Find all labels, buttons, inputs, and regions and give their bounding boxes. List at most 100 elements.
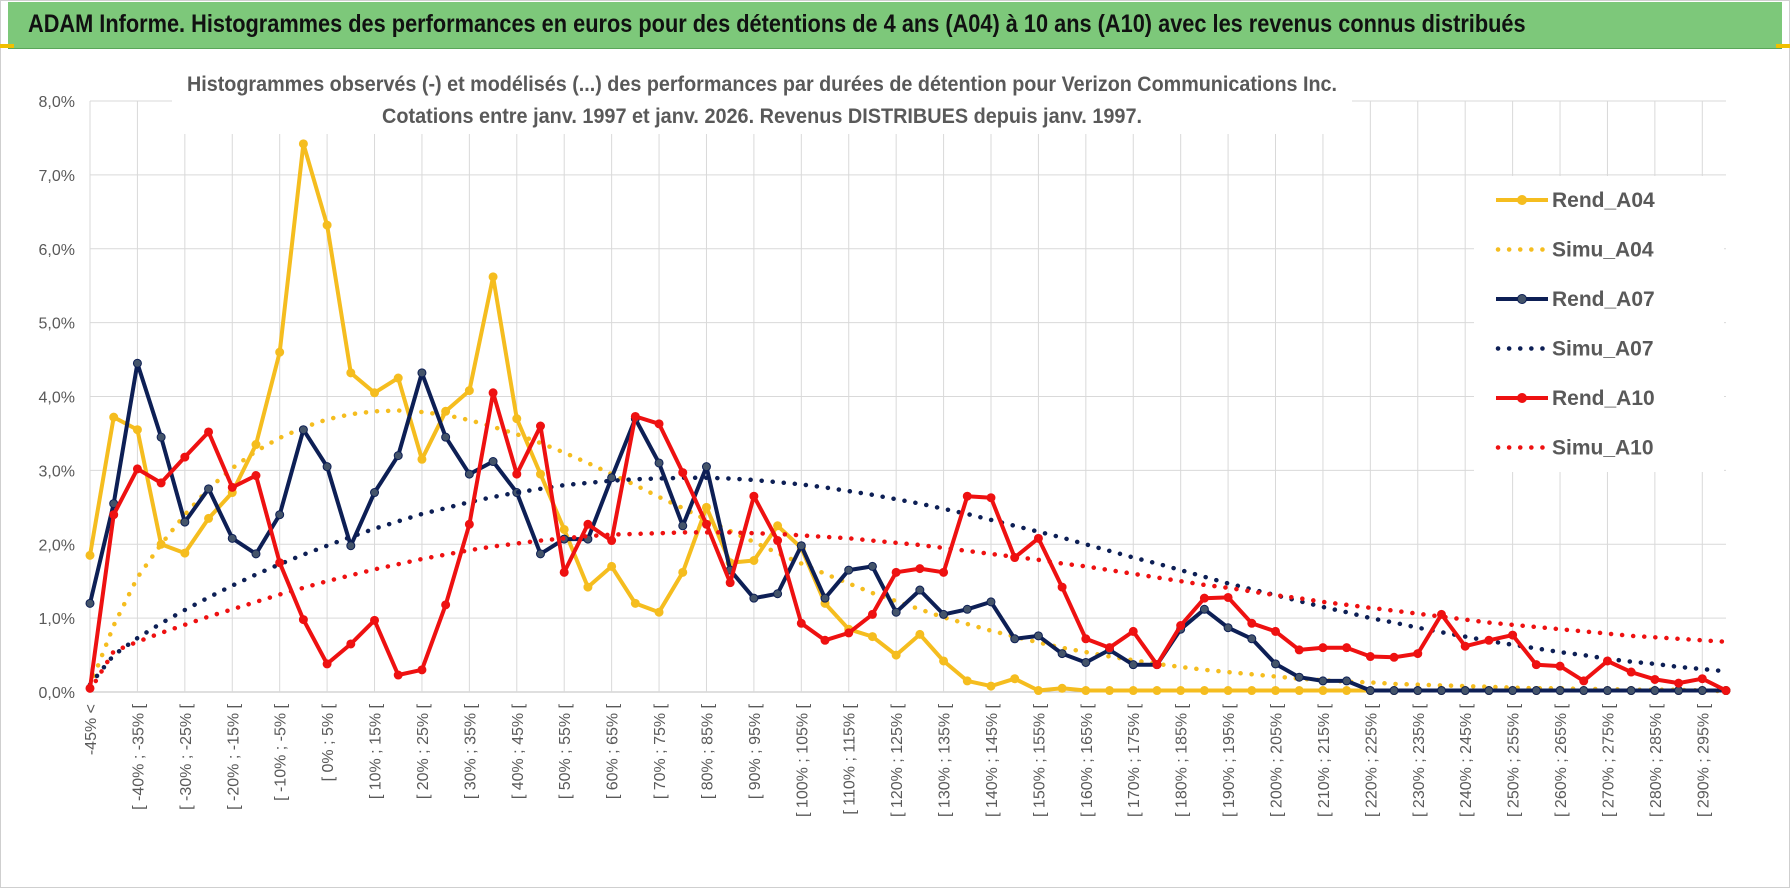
data-point-rend-a04 — [1271, 686, 1281, 696]
data-point-rend-a04 — [109, 412, 119, 422]
data-point-rend-a07 — [1697, 686, 1707, 696]
legend-background — [1474, 176, 1724, 472]
data-point-rend-a10 — [1318, 643, 1328, 653]
data-point-rend-a10 — [1247, 618, 1257, 628]
data-point-rend-a07 — [820, 593, 830, 603]
data-point-rend-a04 — [393, 373, 403, 383]
x-tick-label: [ 220% ; 225% [ — [1363, 703, 1380, 817]
data-point-rend-a07 — [1081, 657, 1091, 667]
data-point-rend-a10 — [535, 421, 545, 431]
data-point-rend-a10 — [1650, 674, 1660, 684]
data-point-rend-a04 — [583, 582, 593, 592]
data-point-rend-a04 — [891, 650, 901, 660]
x-tick-label: [ 120% ; 125% [ — [889, 703, 906, 817]
legend-marker-rend-a04 — [1517, 195, 1527, 205]
y-tick-label: 6,0% — [39, 242, 75, 259]
data-point-rend-a07 — [773, 589, 783, 599]
data-point-rend-a07 — [370, 488, 380, 498]
x-tick-label: [ 30% ; 35% [ — [462, 703, 479, 799]
data-point-rend-a07 — [393, 451, 403, 461]
data-point-rend-a10 — [204, 427, 214, 437]
x-tick-label: [ 10% ; 15% [ — [368, 703, 385, 799]
data-point-rend-a04 — [535, 469, 545, 479]
data-point-rend-a07 — [1555, 686, 1565, 696]
legend-label-rend-a10: Rend_A10 — [1552, 387, 1655, 410]
header-banner: ADAM Informe. Histogrammes des performan… — [8, 2, 1782, 49]
data-point-rend-a10 — [796, 618, 806, 628]
data-point-rend-a10 — [109, 510, 119, 520]
data-point-rend-a10 — [867, 609, 877, 619]
data-point-rend-a07 — [417, 368, 427, 378]
data-point-rend-a07 — [962, 604, 972, 614]
y-tick-label: 2,0% — [39, 537, 75, 554]
legend-label-rend-a07: Rend_A07 — [1552, 288, 1655, 311]
data-point-rend-a07 — [891, 607, 901, 617]
data-point-rend-a10 — [1199, 593, 1209, 603]
data-point-rend-a10 — [607, 536, 617, 546]
data-point-rend-a04 — [1105, 686, 1115, 696]
data-point-rend-a10 — [1294, 645, 1304, 655]
data-point-rend-a10 — [488, 388, 498, 398]
data-point-rend-a07 — [749, 593, 759, 603]
data-point-rend-a07 — [85, 598, 95, 608]
data-point-rend-a10 — [180, 452, 190, 462]
data-point-rend-a04 — [370, 388, 380, 398]
data-point-rend-a07 — [1413, 686, 1423, 696]
x-tick-label: [ 0% ; 5% [ — [320, 703, 337, 781]
y-tick-label: 5,0% — [39, 316, 75, 333]
x-tick-label: [ 240% ; 245% [ — [1458, 703, 1475, 817]
data-point-rend-a07 — [1602, 686, 1612, 696]
corner-accent-left — [0, 44, 14, 48]
data-point-rend-a10 — [915, 564, 925, 574]
page-title: ADAM Informe. Histogrammes des performan… — [28, 10, 1526, 38]
data-point-rend-a10 — [1176, 621, 1186, 631]
data-point-rend-a07 — [1057, 649, 1067, 659]
x-tick-label: [ 270% ; 275% [ — [1600, 703, 1617, 817]
data-point-rend-a10 — [512, 469, 522, 479]
data-point-rend-a10 — [346, 639, 356, 649]
data-point-rend-a10 — [1721, 686, 1731, 696]
data-point-rend-a10 — [1484, 635, 1494, 645]
data-point-rend-a07 — [607, 473, 617, 483]
x-tick-label: [ -40% ; -35% [ — [130, 703, 147, 809]
series-line-rend-a10 — [88, 390, 1727, 693]
data-point-rend-a07 — [1508, 686, 1518, 696]
x-tick-label: [ 60% ; 65% [ — [605, 703, 622, 799]
data-point-rend-a04 — [1057, 683, 1067, 693]
data-point-rend-a07 — [275, 510, 285, 520]
x-tick-label: [ 180% ; 185% [ — [1174, 703, 1191, 817]
x-axis: -45% < [ -40% ; -35% [[ -30% ; -25% [[ -2… — [83, 703, 1712, 817]
data-point-rend-a10 — [1033, 533, 1043, 543]
data-point-rend-a07 — [1010, 634, 1020, 644]
data-point-rend-a10 — [1271, 626, 1281, 636]
data-point-rend-a04 — [607, 561, 617, 571]
data-point-rend-a04 — [1247, 686, 1257, 696]
data-point-rend-a07 — [464, 469, 474, 479]
data-point-rend-a07 — [1365, 686, 1375, 696]
legend-label-simu-a07: Simu_A07 — [1552, 338, 1654, 361]
x-tick-label: -45% < — [83, 704, 100, 755]
data-point-rend-a07 — [180, 517, 190, 527]
data-point-rend-a10 — [370, 615, 380, 625]
data-point-rend-a04 — [749, 556, 759, 566]
data-point-rend-a04 — [915, 629, 925, 639]
data-point-rend-a07 — [1579, 686, 1589, 696]
data-point-rend-a10 — [1697, 674, 1707, 684]
data-point-rend-a07 — [1674, 686, 1684, 696]
y-axis: 0,0% 1,0% 2,0% 3,0% 4,0% 5,0% 6,0% 7,0% 8,0% — [39, 94, 75, 702]
data-point-rend-a04 — [986, 681, 996, 691]
y-tick-label: 7,0% — [39, 168, 75, 185]
data-point-rend-a10 — [749, 491, 759, 501]
data-point-rend-a07 — [1626, 686, 1636, 696]
data-point-rend-a04 — [1176, 686, 1186, 696]
x-tick-label: [ 80% ; 85% [ — [699, 703, 716, 799]
x-tick-label: [ -30% ; -25% [ — [178, 703, 195, 809]
data-point-rend-a07 — [1294, 672, 1304, 682]
data-point-rend-a04 — [559, 524, 569, 534]
data-point-rend-a07 — [1247, 634, 1257, 644]
data-point-rend-a10 — [962, 491, 972, 501]
data-point-rend-a07 — [298, 425, 308, 435]
data-point-rend-a04 — [962, 676, 972, 686]
data-point-rend-a04 — [1128, 686, 1138, 696]
x-tick-label: [ 130% ; 135% [ — [937, 703, 954, 817]
